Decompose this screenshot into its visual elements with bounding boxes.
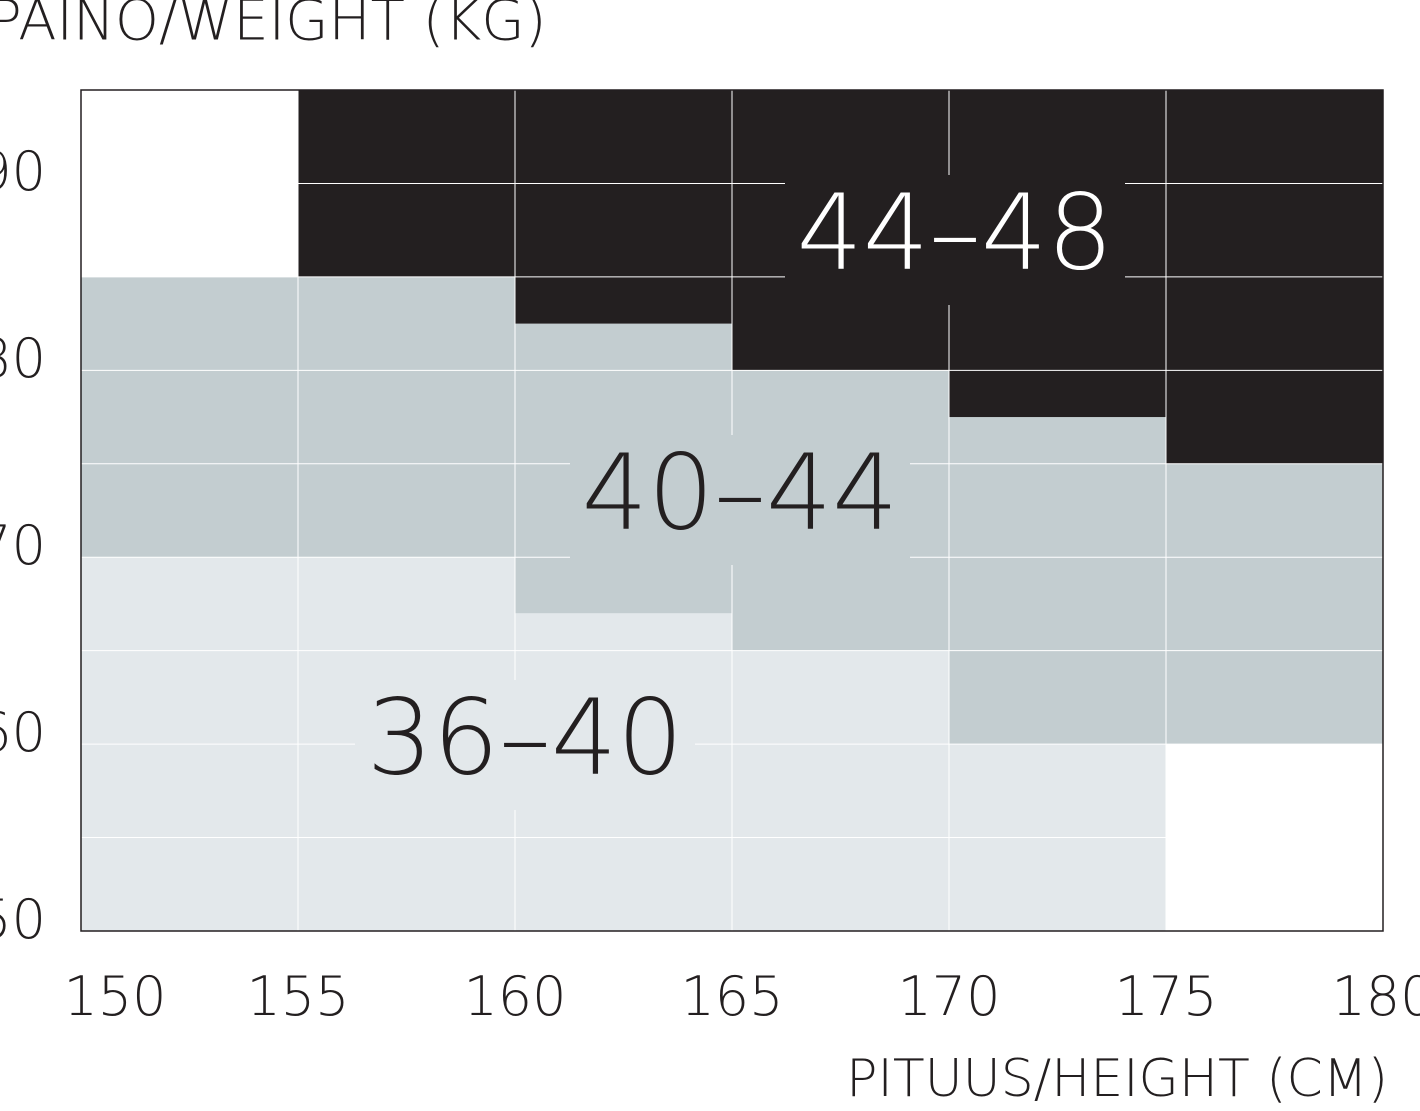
x-axis-title: PITUUS/HEIGHT (CM): [846, 1049, 1388, 1109]
band-cell: [732, 650, 949, 931]
x-tick-label: 160: [463, 965, 566, 1028]
band-label: 40–44: [582, 431, 899, 553]
band-label-bg: [785, 175, 1125, 305]
x-tick-label: 155: [246, 965, 349, 1028]
band-cell: [515, 90, 732, 324]
band-cell: [81, 276, 298, 558]
y-tick-label: 50: [0, 888, 46, 951]
band-label: 44–48: [797, 171, 1114, 293]
x-tick-label: 175: [1114, 965, 1217, 1028]
y-tick-label: 90: [0, 140, 46, 203]
y-tick-label: 80: [0, 327, 46, 390]
band-cell: [1166, 463, 1383, 745]
x-tick-label: 150: [63, 965, 166, 1028]
band-label: 36–40: [367, 676, 684, 798]
y-tick-label: 70: [0, 514, 46, 577]
x-tick-label: 170: [897, 965, 1000, 1028]
plot-frame: [80, 89, 1384, 932]
band-label-bg: [355, 680, 695, 810]
y-tick-label: 60: [0, 701, 46, 764]
band-label-bg: [570, 435, 910, 565]
band-cell: [298, 276, 515, 558]
x-tick-label: 180: [1331, 965, 1420, 1028]
band-cell: [949, 417, 1166, 745]
x-tick-label: 165: [680, 965, 783, 1028]
y-axis-title: PAINO/WEIGHT (KG): [0, 0, 546, 53]
